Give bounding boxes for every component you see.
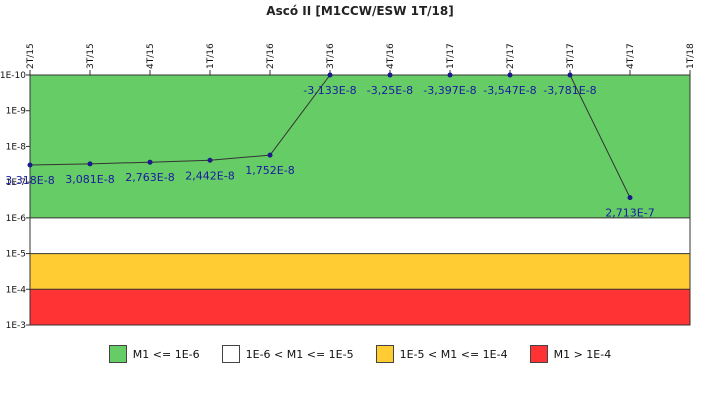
y-tick-label: 1E-8 [6,142,27,152]
x-tick-label: 2T/15 [26,43,36,69]
legend-swatch [529,345,548,363]
data-label: 2,442E-8 [185,169,234,182]
x-tick-label: 1T/18 [686,43,696,69]
data-label: -3,397E-8 [423,84,476,97]
legend-item: 1E-6 < M1 <= 1E-5 [221,345,354,363]
x-tick-label: 2T/16 [266,43,276,69]
data-label: 2,763E-8 [125,171,174,184]
x-tick-label: 4T/16 [386,43,396,69]
data-label: -3,781E-8 [543,84,596,97]
data-label: -3,547E-8 [483,84,536,97]
legend: M1 <= 1E-6 1E-6 < M1 <= 1E-5 1E-5 < M1 <= … [0,345,720,363]
band-1 [30,217,690,254]
x-tick-label: 1T/17 [446,43,456,69]
legend-label: 1E-6 < M1 <= 1E-5 [245,347,354,361]
data-label: -3,133E-8 [303,84,356,97]
plot: 1E-10 1E-9 1E-8 1E-7 1E-6 1E-5 1E-4 1E-3 2T/15 3T… [0,43,696,331]
bands [30,75,690,325]
x-tick-label: 3T/16 [326,43,336,69]
x-tick-label: 4T/15 [146,43,156,69]
data-label: 3,318E-8 [5,174,54,187]
legend-label: M1 <= 1E-6 [132,347,200,361]
y-tick-label: 1E-7 [6,178,26,188]
data-point [267,152,273,158]
data-point [627,195,633,201]
band-3 [30,289,690,325]
data-label: -3,25E-8 [367,84,413,97]
data-label: 2,713E-7 [605,207,654,220]
x-tick-label: 1T/16 [206,43,216,69]
legend-swatch [221,345,240,363]
y-tick-label: 1E-3 [6,321,26,331]
legend-swatch [108,345,127,363]
y-tick-label: 1E-5 [6,250,26,260]
data-point [447,72,453,78]
y-tick-label: 1E-10 [0,71,26,81]
legend-swatch [375,345,394,363]
x-tick-label: 4T/17 [626,43,636,69]
x-tick-label: 3T/15 [86,43,96,69]
band-2 [30,253,690,290]
y-tick-label: 1E-4 [6,285,27,295]
data-point [327,72,333,78]
data-point [207,157,213,163]
data-point [87,161,93,167]
data-label: 1,752E-8 [245,164,294,177]
band-0 [30,75,690,218]
legend-item: M1 > 1E-4 [529,345,612,363]
chart-title: Ascó II [M1CCW/ESW 1T/18] [266,4,453,18]
data-label: 3,081E-8 [65,173,114,186]
x-tick-label: 3T/17 [566,43,576,69]
data-point [27,162,33,168]
legend-label: M1 > 1E-4 [553,347,612,361]
data-point [507,72,513,78]
legend-item: M1 <= 1E-6 [108,345,200,363]
data-point [147,159,153,165]
data-point [567,72,573,78]
legend-item: 1E-5 < M1 <= 1E-4 [375,345,508,363]
legend-label: 1E-5 < M1 <= 1E-4 [399,347,508,361]
data-point [387,72,393,78]
x-tick-label: 2T/17 [506,43,516,69]
y-tick-label: 1E-6 [6,214,27,224]
y-tick-label: 1E-9 [6,107,27,117]
